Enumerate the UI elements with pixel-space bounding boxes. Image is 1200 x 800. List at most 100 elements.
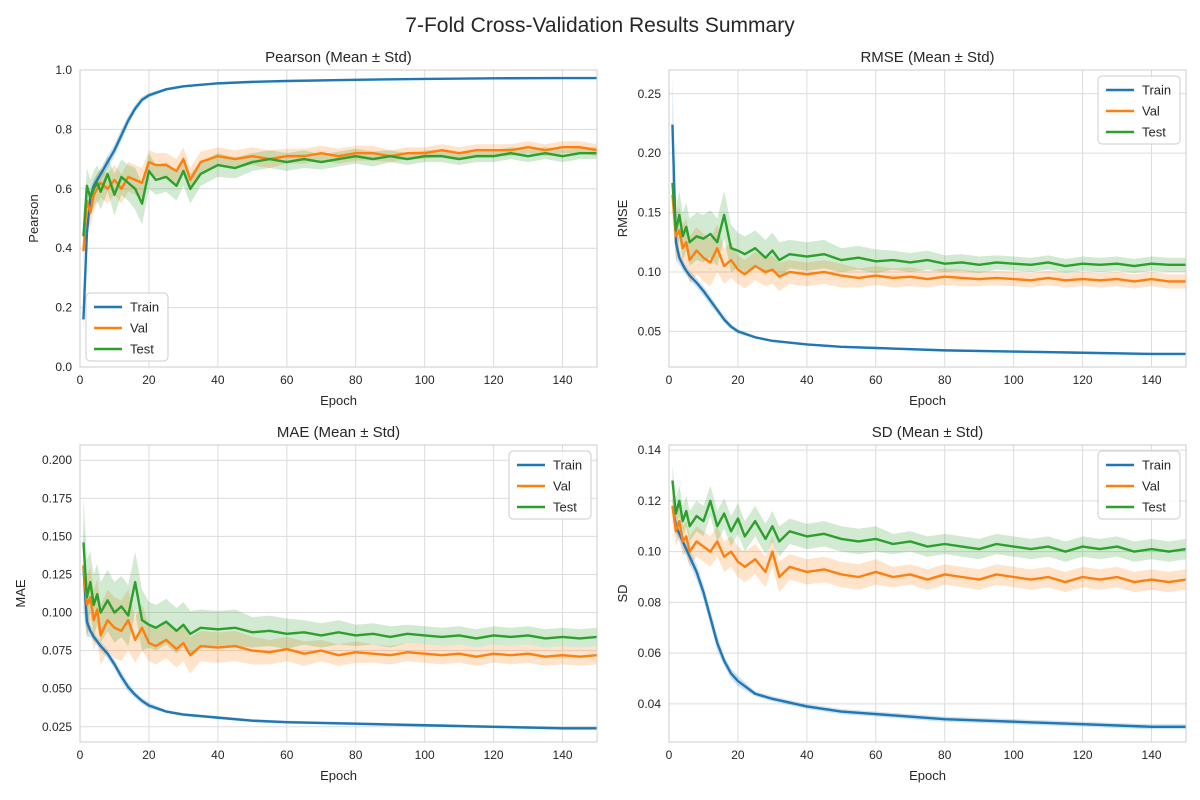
pearson-legend: Train Val Test — [85, 292, 169, 362]
pearson-ytick-label: 0.8 — [55, 122, 72, 136]
rmse-xtick-label: 120 — [1073, 373, 1093, 387]
rmse-band-test — [672, 159, 1186, 278]
mae-ytick-label: 0.100 — [42, 606, 72, 620]
pearson-legend-label-val: Val — [130, 321, 148, 336]
mae-xtick-label: 100 — [415, 748, 435, 762]
mae-band-val — [83, 534, 597, 674]
rmse-legend-label-val: Val — [1142, 104, 1160, 119]
pearson-band-test — [83, 147, 597, 252]
rmse-ytick-label: 0.10 — [638, 265, 662, 279]
rmse-ytick-label: 0.25 — [638, 87, 662, 101]
rmse-line-test — [671, 182, 1186, 268]
pearson-xtick-label: 100 — [415, 373, 435, 387]
sd-ytick-label: 0.06 — [638, 646, 662, 660]
rmse-xtick-label: 60 — [869, 373, 883, 387]
rmse-legend-label-test: Test — [1142, 125, 1166, 140]
sd-ytick-label: 0.14 — [638, 443, 662, 457]
panel-pearson: 0 20 40 60 80 100 120 140 0.0 0.2 0.4 0.6 0.8 1.0 Pear… — [26, 49, 598, 408]
pearson-legend-box — [85, 292, 169, 362]
mae-title: MAE (Mean ± Std) — [277, 424, 400, 441]
mae-ytick-label: 0.025 — [42, 720, 72, 734]
mae-legend: Train Val Test — [508, 450, 592, 520]
sd-title: SD (Mean ± Std) — [872, 424, 984, 441]
rmse-xtick-label: 20 — [731, 373, 745, 387]
panel-mae: 0 20 40 60 80 100 120 140 0.025 0.050 0.075 0.100 0.… — [13, 424, 598, 783]
mae-line-train — [82, 566, 597, 730]
sd-xtick-label: 60 — [869, 748, 883, 762]
pearson-xtick-label: 20 — [142, 373, 156, 387]
rmse-ylabel: RMSE — [615, 199, 630, 237]
pearson-ylabel: Pearson — [26, 194, 41, 242]
pearson-ytick-label: 0.0 — [55, 360, 72, 374]
mae-legend-label-test: Test — [553, 500, 577, 515]
sd-legend-label-val: Val — [1142, 479, 1160, 494]
mae-ytick-label: 0.075 — [42, 644, 72, 658]
pearson-axes-frame — [79, 69, 598, 368]
sd-xtick-label: 0 — [666, 748, 673, 762]
mae-ytick-label: 0.125 — [42, 567, 72, 581]
sd-xtick-label: 120 — [1073, 748, 1093, 762]
rmse-ytick-label: 0.20 — [638, 146, 662, 160]
sd-line-val — [671, 505, 1186, 584]
pearson-xtick-label: 60 — [280, 373, 294, 387]
pearson-xtick-label: 40 — [211, 373, 225, 387]
pearson-ytick-label: 1.0 — [55, 63, 72, 77]
rmse-xtick-label: 140 — [1142, 373, 1162, 387]
mae-ytick-label: 0.150 — [42, 529, 72, 543]
mae-xtick-label: 60 — [280, 748, 294, 762]
rmse-xtick-label: 0 — [666, 373, 673, 387]
rmse-xtick-label: 40 — [800, 373, 814, 387]
sd-xtick-label: 80 — [938, 748, 952, 762]
mae-xtick-label: 0 — [77, 748, 84, 762]
mae-ytick-label: 0.175 — [42, 491, 72, 505]
sd-legend-label-train: Train — [1142, 458, 1171, 473]
rmse-ytick-label: 0.15 — [638, 206, 662, 220]
rmse-legend: Train Val Test — [1097, 75, 1181, 145]
rmse-xtick-label: 80 — [938, 373, 952, 387]
pearson-ytick-label: 0.2 — [55, 301, 72, 315]
sd-legend-label-test: Test — [1142, 500, 1166, 515]
pearson-ytick-label: 0.4 — [55, 241, 72, 255]
mae-xtick-label: 80 — [349, 748, 363, 762]
sd-ytick-label: 0.08 — [638, 595, 662, 609]
sd-legend-box — [1097, 450, 1181, 520]
sd-band-val — [672, 490, 1186, 593]
sd-ytick-label: 0.04 — [638, 697, 662, 711]
sd-ytick-label: 0.10 — [638, 545, 662, 559]
pearson-line-train — [82, 76, 597, 320]
rmse-title: RMSE (Mean ± Std) — [860, 49, 994, 66]
pearson-xtick-label: 120 — [484, 373, 504, 387]
rmse-line-train — [671, 124, 1186, 356]
mae-xlabel: Epoch — [320, 768, 357, 783]
rmse-line-val — [671, 194, 1186, 283]
sd-line-test — [671, 480, 1186, 553]
pearson-line-test — [82, 151, 597, 237]
panel-sd: 0 20 40 60 80 100 120 140 0.04 0.06 0.08 0.10 0.12 0.… — [615, 424, 1187, 783]
sd-ylabel: SD — [615, 584, 630, 602]
pearson-line-val — [82, 146, 597, 252]
rmse-legend-label-train: Train — [1142, 83, 1171, 98]
mae-legend-label-train: Train — [553, 458, 582, 473]
mae-line-val — [82, 565, 597, 658]
pearson-legend-label-test: Test — [130, 342, 154, 357]
sd-xtick-label: 100 — [1004, 748, 1024, 762]
mae-legend-box — [508, 450, 592, 520]
sd-xlabel: Epoch — [909, 768, 946, 783]
rmse-legend-box — [1097, 75, 1181, 145]
mae-ytick-label: 0.050 — [42, 682, 72, 696]
sd-axes-frame — [668, 444, 1187, 743]
sd-legend: Train Val Test — [1097, 450, 1181, 520]
rmse-xlabel: Epoch — [909, 393, 946, 408]
mae-axes-frame — [79, 444, 598, 743]
sd-xtick-label: 20 — [731, 748, 745, 762]
rmse-band-val — [672, 170, 1186, 291]
mae-legend-label-val: Val — [553, 479, 571, 494]
rmse-xtick-label: 100 — [1004, 373, 1024, 387]
pearson-legend-label-train: Train — [130, 300, 159, 315]
sd-line-train — [671, 505, 1186, 728]
pearson-xtick-label: 0 — [77, 373, 84, 387]
pearson-ytick-label: 0.6 — [55, 182, 72, 196]
mae-line-test — [82, 542, 597, 640]
